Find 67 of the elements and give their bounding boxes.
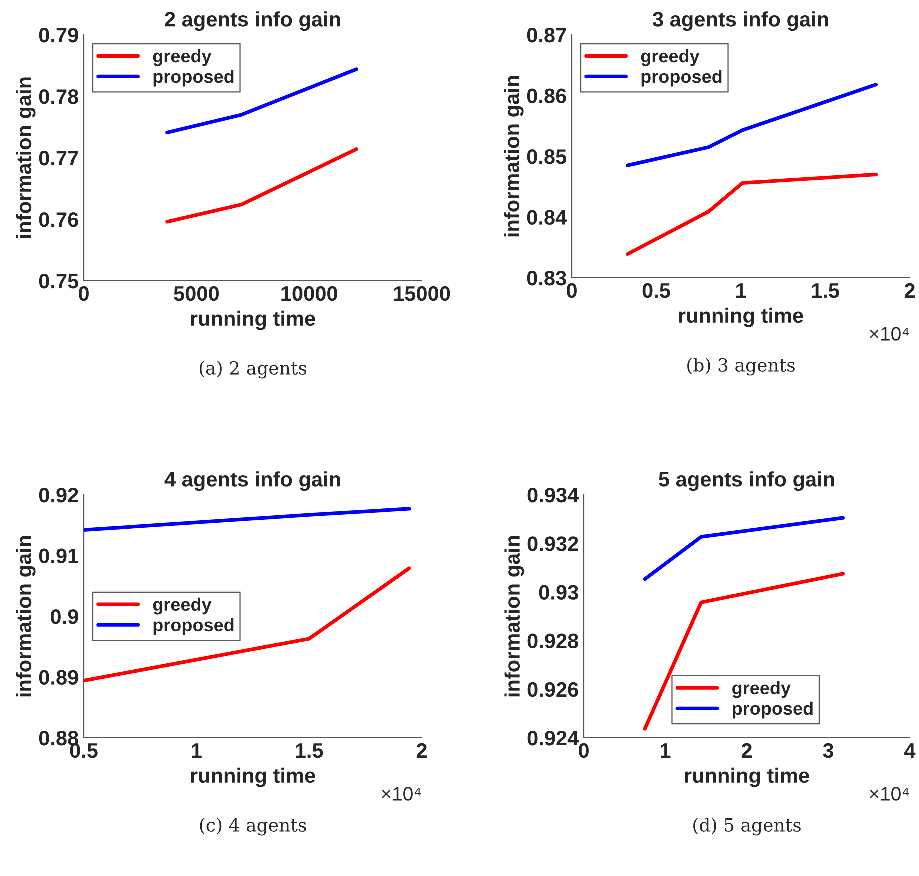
y-tick-label: 0.75 bbox=[39, 274, 79, 289]
x-tick-label: 2 bbox=[742, 743, 752, 758]
x-tick-label: 1.5 bbox=[296, 744, 324, 758]
y-axis-title: information gain bbox=[16, 78, 36, 238]
text: (d) 5 agents bbox=[694, 818, 801, 836]
y-tick-label: 0.83 bbox=[527, 271, 566, 286]
text: ×10⁴ bbox=[870, 787, 910, 801]
text: ×10⁴ bbox=[382, 787, 422, 801]
y-axis-title: information gain bbox=[16, 536, 36, 697]
x-tick-label: 0.5 bbox=[642, 283, 670, 298]
x-axis-title: running time bbox=[191, 310, 316, 330]
y-tick-label: 0.84 bbox=[527, 210, 568, 226]
y-tick-label: 0.91 bbox=[39, 548, 79, 564]
x-axis-title: running time bbox=[191, 768, 316, 788]
y-tick-label: 0.77 bbox=[39, 151, 78, 166]
chart-title: 2 agents info gain bbox=[165, 12, 340, 32]
y-tick-label: 0.88 bbox=[39, 731, 79, 746]
y-axis-title: information gain bbox=[504, 76, 524, 237]
line-series bbox=[626, 172, 878, 256]
legend-label: greedy bbox=[641, 49, 700, 66]
x-tick-label: 10000 bbox=[282, 286, 338, 302]
y-tick-label: 0.87 bbox=[527, 28, 566, 43]
y-axis-title: information gain bbox=[504, 536, 524, 697]
x-tick-label: 1 bbox=[192, 744, 202, 758]
y-tick-label: 0.85 bbox=[527, 150, 567, 164]
x-tick-label: 5000 bbox=[174, 286, 219, 302]
chart-title: 3 agents info gain bbox=[652, 12, 828, 32]
y-tick-label: 0.9 bbox=[51, 610, 78, 624]
x-tick-label: 15000 bbox=[394, 286, 450, 302]
x-tick-label: 4 bbox=[904, 744, 916, 758]
y-tick-label: 0.76 bbox=[39, 212, 78, 228]
legend-label: proposed bbox=[154, 70, 234, 87]
legend-label: proposed bbox=[642, 70, 722, 87]
legend-label: greedy bbox=[153, 598, 212, 615]
x-tick-label: 1 bbox=[736, 284, 746, 298]
y-tick-label: 0.926 bbox=[528, 682, 578, 698]
x-tick-label: 0 bbox=[579, 743, 589, 758]
y-tick-label: 0.932 bbox=[528, 536, 578, 552]
x-tick-label: 1.5 bbox=[812, 284, 840, 298]
text: ×10⁴ bbox=[870, 327, 910, 341]
text: (b) 3 agents bbox=[688, 358, 795, 376]
x-tick-label: 2 bbox=[904, 283, 915, 298]
text: (c) 4 agents bbox=[200, 818, 306, 836]
y-tick-label: 0.89 bbox=[39, 670, 78, 686]
y-tick-label: 0.92 bbox=[39, 488, 78, 503]
chart-title: 5 agents info gain bbox=[659, 472, 834, 492]
y-tick-label: 0.928 bbox=[528, 634, 579, 649]
x-axis-title: running time bbox=[685, 768, 810, 788]
legend-label: greedy bbox=[732, 681, 791, 698]
legend-label: proposed bbox=[732, 702, 813, 719]
y-tick-label: 0.93 bbox=[539, 585, 578, 600]
x-tick-label: 3 bbox=[823, 743, 834, 758]
chart-title: 4 agents info gain bbox=[164, 472, 340, 492]
legend-label: proposed bbox=[154, 618, 234, 636]
y-tick-label: 0.78 bbox=[39, 90, 79, 104]
y-tick-label: 0.86 bbox=[527, 88, 566, 104]
x-tick-label: 0 bbox=[567, 283, 577, 298]
y-tick-label: 0.934 bbox=[528, 488, 580, 503]
x-tick-label: 0 bbox=[79, 286, 89, 302]
x-tick-label: 1 bbox=[661, 744, 671, 758]
x-tick-label: 2 bbox=[416, 743, 427, 758]
text: (a) 2 agents bbox=[200, 361, 307, 379]
x-tick-label: 0.5 bbox=[70, 743, 98, 758]
y-tick-label: 0.79 bbox=[39, 28, 78, 43]
legend-label: greedy bbox=[153, 49, 212, 66]
y-tick-label: 0.924 bbox=[528, 731, 580, 746]
x-axis-title: running time bbox=[679, 308, 804, 328]
